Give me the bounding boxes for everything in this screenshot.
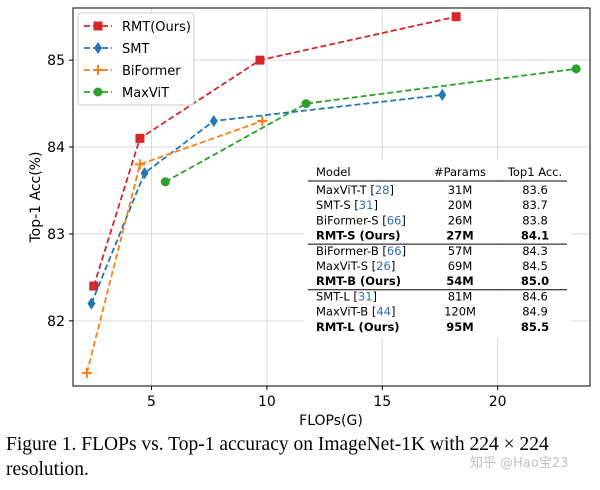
data-point-maxvit — [301, 99, 311, 109]
data-point-maxvit — [160, 177, 170, 187]
table-acc-cell: 83.8 — [522, 213, 548, 227]
series-line-biformer — [85, 120, 263, 374]
series-line-rmt-ours — [92, 15, 457, 287]
table-header-cell: Top1 Acc. — [507, 165, 562, 179]
table-header-cell: Model — [316, 165, 351, 179]
table-params-cell: 20M — [448, 198, 473, 212]
table-model-cell: BiFormer-S [66] — [316, 213, 406, 227]
data-point-maxvit — [571, 64, 581, 74]
data-point-rmt-ours — [89, 281, 99, 291]
series-group — [81, 12, 581, 378]
watermark: 知乎 @Hao宝23 — [470, 456, 569, 471]
table-params-cell: 81M — [448, 289, 473, 303]
legend-entry-label: RMT(Ours) — [122, 20, 191, 35]
series-line-maxvit — [164, 67, 577, 183]
table-params-cell: 31M — [448, 183, 473, 197]
table-acc-cell: 83.7 — [522, 198, 548, 212]
legend-swatch-marker — [93, 65, 103, 75]
table-model-cell: BiFormer-B [66] — [316, 244, 406, 258]
data-point-rmt-ours — [255, 55, 265, 65]
y-tick-label: 85 — [47, 53, 65, 69]
legend-box — [77, 12, 195, 106]
table-model-cell: MaxViT-T [28] — [316, 183, 394, 197]
x-axis-label: FLOPs(G) — [299, 413, 363, 429]
plot-frame — [72, 7, 591, 387]
table-acc-cell: 84.5 — [522, 259, 548, 273]
axis-ticks: 5 10 15 20 82 83 84 85 — [47, 53, 506, 410]
table-params-cell: 54M — [446, 274, 473, 288]
data-point-smt — [209, 114, 218, 127]
table-acc-cell: 85.5 — [521, 320, 549, 334]
y-tick-label: 82 — [47, 314, 65, 330]
table-model-cell: MaxViT-S [26] — [316, 259, 395, 273]
table-params-cell: 120M — [444, 305, 476, 319]
table-acc-cell: 84.6 — [522, 289, 548, 303]
table-params-cell: 26M — [448, 213, 473, 227]
y-axis-label: Top-1 Acc(%) — [28, 152, 44, 244]
x-tick-label: 20 — [489, 394, 507, 410]
figure-caption: Figure 1. FLOPs vs. Top-1 accuracy on Im… — [6, 434, 549, 480]
legend-swatch-marker — [93, 87, 103, 97]
table-acc-cell: 84.1 — [521, 229, 549, 243]
table-params-cell: 69M — [448, 259, 473, 273]
x-tick-label: 10 — [258, 394, 276, 410]
table-acc-cell: 84.3 — [522, 244, 548, 258]
accuracy-chart: 5 10 15 20 82 83 84 85 FLOPs(G) Top-1 Acc(%) RM… — [28, 7, 591, 429]
table-header-cell: #Params — [434, 165, 486, 179]
table-model-cell: SMT-S [31] — [316, 198, 378, 212]
x-tick-label: 5 — [147, 394, 156, 410]
data-point-smt — [87, 297, 96, 310]
legend-swatch-marker — [94, 42, 102, 54]
data-point-biformer — [134, 159, 145, 170]
legend-entry-label: SMT — [122, 42, 149, 57]
data-point-biformer — [81, 367, 92, 378]
table-acc-cell: 85.0 — [521, 274, 549, 288]
data-point-biformer — [257, 115, 268, 126]
table-model-cell: RMT-L (Ours) — [316, 320, 400, 334]
data-point-rmt-ours — [451, 12, 461, 22]
y-tick-label: 83 — [47, 227, 65, 243]
y-tick-label: 84 — [47, 140, 65, 156]
data-point-smt — [438, 88, 447, 101]
table-model-cell: RMT-B (Ours) — [316, 274, 401, 288]
table-params-cell: 27M — [446, 229, 473, 243]
table-acc-cell: 84.9 — [522, 305, 548, 319]
legend-entry-label: BiFormer — [122, 64, 181, 79]
table-model-cell: RMT-S (Ours) — [316, 229, 401, 243]
table-background — [304, 160, 571, 338]
series-line-smt — [90, 94, 443, 304]
table-params-cell: 57M — [448, 244, 473, 258]
legend: RMT(Ours) SMT BiFormer MaxViT — [77, 12, 195, 106]
data-point-smt — [140, 167, 149, 180]
table-acc-cell: 83.6 — [522, 183, 548, 197]
inset-table: Model #Params Top1 Acc. MaxViT-T [28] 31M 83.… — [304, 160, 571, 338]
table-model-cell: SMT-L [31] — [316, 289, 377, 303]
table-model-cell: MaxViT-B [44] — [316, 305, 395, 319]
legend-swatch-marker — [93, 21, 103, 31]
x-tick-label: 15 — [373, 394, 391, 410]
data-point-rmt-ours — [135, 133, 145, 143]
table-params-cell: 95M — [446, 320, 473, 334]
legend-entry-label: MaxViT — [122, 86, 169, 101]
